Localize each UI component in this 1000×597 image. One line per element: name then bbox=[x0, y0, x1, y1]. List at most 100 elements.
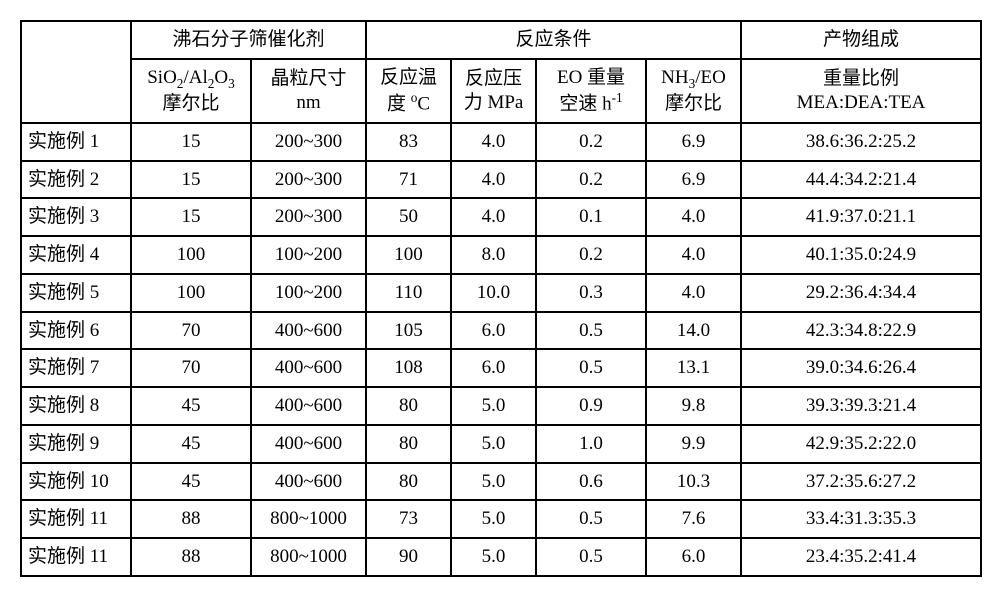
cell-c1: 100 bbox=[131, 274, 251, 312]
cell-c2: 400~600 bbox=[251, 425, 366, 463]
cell-c4: 6.0 bbox=[451, 312, 536, 350]
cell-c2: 100~200 bbox=[251, 236, 366, 274]
cell-c2: 200~300 bbox=[251, 198, 366, 236]
cell-c1: 70 bbox=[131, 312, 251, 350]
cell-c3: 108 bbox=[366, 349, 451, 387]
cell-c5: 0.5 bbox=[536, 312, 646, 350]
cell-c4: 4.0 bbox=[451, 123, 536, 161]
cell-c3: 80 bbox=[366, 425, 451, 463]
table-row: 实施例 215200~300714.00.26.944.4:34.2:21.4 bbox=[21, 161, 981, 199]
table-row: 实施例 770400~6001086.00.513.139.0:34.6:26.… bbox=[21, 349, 981, 387]
cell-c6: 4.0 bbox=[646, 198, 741, 236]
row-label: 实施例 11 bbox=[21, 538, 131, 576]
cell-c7: 42.9:35.2:22.0 bbox=[741, 425, 981, 463]
cell-c1: 45 bbox=[131, 387, 251, 425]
cell-c7: 33.4:31.3:35.3 bbox=[741, 500, 981, 538]
cell-c1: 15 bbox=[131, 161, 251, 199]
cell-c3: 105 bbox=[366, 312, 451, 350]
header-blank bbox=[21, 21, 131, 123]
header-molar-ratio: SiO2/Al2O3 摩尔比 bbox=[131, 59, 251, 123]
cell-c7: 41.9:37.0:21.1 bbox=[741, 198, 981, 236]
cell-c2: 100~200 bbox=[251, 274, 366, 312]
cell-c2: 800~1000 bbox=[251, 538, 366, 576]
table-row: 实施例 4100100~2001008.00.24.040.1:35.0:24.… bbox=[21, 236, 981, 274]
cell-c3: 50 bbox=[366, 198, 451, 236]
cell-c2: 200~300 bbox=[251, 123, 366, 161]
cell-c7: 44.4:34.2:21.4 bbox=[741, 161, 981, 199]
cell-c2: 400~600 bbox=[251, 312, 366, 350]
cell-c4: 5.0 bbox=[451, 500, 536, 538]
cell-c7: 39.3:39.3:21.4 bbox=[741, 387, 981, 425]
cell-c6: 9.9 bbox=[646, 425, 741, 463]
table-row: 实施例 945400~600805.01.09.942.9:35.2:22.0 bbox=[21, 425, 981, 463]
cell-c1: 88 bbox=[131, 538, 251, 576]
cell-c5: 0.2 bbox=[536, 161, 646, 199]
cell-c4: 4.0 bbox=[451, 198, 536, 236]
cell-c7: 37.2:35.6:27.2 bbox=[741, 463, 981, 501]
cell-c3: 110 bbox=[366, 274, 451, 312]
cell-c5: 0.6 bbox=[536, 463, 646, 501]
cell-c5: 0.1 bbox=[536, 198, 646, 236]
row-label: 实施例 4 bbox=[21, 236, 131, 274]
cell-c4: 4.0 bbox=[451, 161, 536, 199]
cell-c6: 10.3 bbox=[646, 463, 741, 501]
cell-c3: 73 bbox=[366, 500, 451, 538]
cell-c6: 9.8 bbox=[646, 387, 741, 425]
row-label: 实施例 6 bbox=[21, 312, 131, 350]
table-body: 实施例 115200~300834.00.26.938.6:36.2:25.2实… bbox=[21, 123, 981, 576]
cell-c3: 71 bbox=[366, 161, 451, 199]
cell-c4: 10.0 bbox=[451, 274, 536, 312]
cell-c2: 400~600 bbox=[251, 463, 366, 501]
cell-c1: 88 bbox=[131, 500, 251, 538]
cell-c7: 39.0:34.6:26.4 bbox=[741, 349, 981, 387]
cell-c4: 5.0 bbox=[451, 463, 536, 501]
cell-c7: 29.2:36.4:34.4 bbox=[741, 274, 981, 312]
cell-c7: 23.4:35.2:41.4 bbox=[741, 538, 981, 576]
cell-c6: 6.9 bbox=[646, 161, 741, 199]
cell-c6: 4.0 bbox=[646, 274, 741, 312]
header-pressure: 反应压力 MPa bbox=[451, 59, 536, 123]
header-group-products: 产物组成 bbox=[741, 21, 981, 59]
row-label: 实施例 7 bbox=[21, 349, 131, 387]
cell-c4: 5.0 bbox=[451, 425, 536, 463]
cell-c1: 15 bbox=[131, 198, 251, 236]
cell-c5: 0.2 bbox=[536, 236, 646, 274]
cell-c4: 5.0 bbox=[451, 538, 536, 576]
header-group-conditions: 反应条件 bbox=[366, 21, 741, 59]
row-label: 实施例 11 bbox=[21, 500, 131, 538]
cell-c5: 1.0 bbox=[536, 425, 646, 463]
cell-c6: 14.0 bbox=[646, 312, 741, 350]
cell-c5: 0.3 bbox=[536, 274, 646, 312]
cell-c5: 0.2 bbox=[536, 123, 646, 161]
header-grain-size: 晶粒尺寸nm bbox=[251, 59, 366, 123]
row-label: 实施例 1 bbox=[21, 123, 131, 161]
table-row: 实施例 5100100~20011010.00.34.029.2:36.4:34… bbox=[21, 274, 981, 312]
cell-c5: 0.5 bbox=[536, 500, 646, 538]
cell-c7: 40.1:35.0:24.9 bbox=[741, 236, 981, 274]
cell-c5: 0.5 bbox=[536, 538, 646, 576]
cell-c1: 70 bbox=[131, 349, 251, 387]
cell-c7: 42.3:34.8:22.9 bbox=[741, 312, 981, 350]
cell-c5: 0.9 bbox=[536, 387, 646, 425]
table-row: 实施例 845400~600805.00.99.839.3:39.3:21.4 bbox=[21, 387, 981, 425]
table-row: 实施例 1188800~1000735.00.57.633.4:31.3:35.… bbox=[21, 500, 981, 538]
cell-c1: 15 bbox=[131, 123, 251, 161]
row-label: 实施例 10 bbox=[21, 463, 131, 501]
cell-c1: 45 bbox=[131, 463, 251, 501]
cell-c2: 400~600 bbox=[251, 387, 366, 425]
cell-c4: 6.0 bbox=[451, 349, 536, 387]
table-row: 实施例 1188800~1000905.00.56.023.4:35.2:41.… bbox=[21, 538, 981, 576]
header-weight-ratio: 重量比例MEA:DEA:TEA bbox=[741, 59, 981, 123]
cell-c2: 200~300 bbox=[251, 161, 366, 199]
cell-c6: 6.9 bbox=[646, 123, 741, 161]
table-row: 实施例 1045400~600805.00.610.337.2:35.6:27.… bbox=[21, 463, 981, 501]
cell-c6: 4.0 bbox=[646, 236, 741, 274]
row-label: 实施例 8 bbox=[21, 387, 131, 425]
cell-c3: 90 bbox=[366, 538, 451, 576]
cell-c6: 13.1 bbox=[646, 349, 741, 387]
cell-c3: 80 bbox=[366, 387, 451, 425]
header-group-row: 沸石分子筛催化剂 反应条件 产物组成 bbox=[21, 21, 981, 59]
header-space-velocity: EO 重量空速 h-1 bbox=[536, 59, 646, 123]
row-label: 实施例 3 bbox=[21, 198, 131, 236]
header-group-catalyst: 沸石分子筛催化剂 bbox=[131, 21, 366, 59]
